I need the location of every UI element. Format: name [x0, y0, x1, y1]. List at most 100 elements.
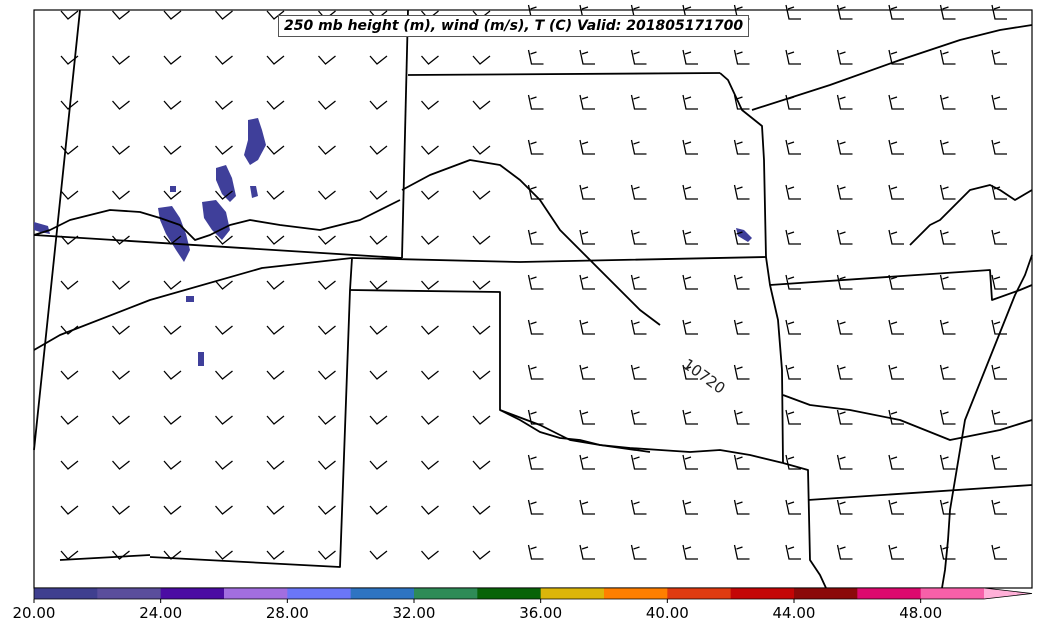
wind-barb [369, 55, 388, 65]
map-frame [33, 9, 1033, 589]
wind-barb [733, 319, 750, 335]
boundary-west-2 [59, 554, 151, 561]
wind-barb [527, 319, 544, 335]
wind-barb [733, 229, 750, 245]
wind-barb [527, 499, 544, 515]
wind-barb [888, 4, 904, 20]
wind-barb [369, 550, 388, 560]
wind-barb [733, 49, 750, 65]
wind-barb [836, 94, 853, 110]
wind-barb [733, 409, 750, 425]
wind-barb [630, 49, 647, 65]
boundary-ar-la [807, 484, 1033, 501]
wind-barb [836, 184, 853, 200]
wind-barb [112, 460, 130, 470]
wind-barb [682, 139, 698, 155]
wind-barb [785, 364, 801, 380]
wind-barb [682, 229, 698, 245]
colorbar-segment [350, 588, 415, 599]
wind-barb [266, 10, 285, 20]
wind-barb [369, 100, 388, 110]
wind-barb [630, 499, 647, 515]
wind-barb [527, 364, 544, 380]
wind-barb [939, 139, 956, 155]
wind-barb [60, 145, 79, 155]
wind-barb [888, 49, 904, 65]
wind-barb [163, 460, 182, 470]
wind-barb [318, 505, 336, 515]
wind-barb [112, 325, 130, 335]
wind-barb [579, 499, 595, 515]
wind-barb [733, 364, 750, 380]
wind-barb [733, 184, 750, 200]
wind-barb [836, 364, 853, 380]
wind-barb [630, 139, 647, 155]
colorbar-segment [97, 588, 162, 599]
wind-barb [939, 229, 956, 245]
wind-barb [579, 544, 595, 560]
wind-barb [421, 190, 439, 200]
wind-barb [836, 409, 853, 425]
wind-barb [527, 139, 544, 155]
river-mississippi [941, 254, 1033, 589]
colorbar-segment [477, 588, 542, 599]
wind-barb [836, 499, 853, 515]
wind-barb [630, 454, 647, 470]
map-title: 250 mb height (m), wind (m/s), T (C) Val… [278, 15, 750, 37]
wind-barb [527, 229, 544, 245]
wind-barb [527, 454, 544, 470]
wind-barb [421, 415, 439, 425]
wind-barb [112, 505, 130, 515]
wind-barb [991, 319, 1007, 335]
wind-barb [991, 4, 1007, 20]
colorbar-tick-label: 44.00 [773, 604, 816, 622]
colorbar [33, 587, 1033, 600]
wind-barb [369, 415, 388, 425]
colorbar-tick-label: 48.00 [899, 604, 942, 622]
wind-barb [369, 280, 388, 290]
wind-barb [318, 415, 336, 425]
wind-barb [472, 280, 491, 290]
wind-barb [60, 100, 79, 110]
wind-barb [266, 505, 285, 515]
wind-barb [939, 184, 956, 200]
wind-barb [579, 184, 595, 200]
colorbar-tick-label: 20.00 [13, 604, 56, 622]
wind-barb [112, 370, 130, 380]
wind-barb [215, 235, 233, 245]
wind-barb [682, 94, 698, 110]
boundary-ar-mid [782, 394, 1033, 441]
wind-barb [318, 55, 336, 65]
wind-barb [527, 274, 544, 290]
wind-barb [888, 184, 904, 200]
wind-barb [579, 454, 595, 470]
wind-barb [785, 544, 801, 560]
wind-barb [939, 49, 956, 65]
wind-barb [421, 460, 439, 470]
wind-barb [733, 499, 750, 515]
boundary-ks-north [407, 72, 721, 76]
wind-barb [266, 550, 285, 560]
wind-barb [991, 364, 1007, 380]
wind-barb [163, 415, 182, 425]
boundary-co-north [33, 234, 403, 259]
wind-barb [785, 184, 801, 200]
wind-barb [785, 499, 801, 515]
wind-barb [163, 145, 182, 155]
wind-barb [733, 454, 750, 470]
temperature-patch [202, 200, 230, 240]
wind-barb [888, 229, 904, 245]
wind-barb [939, 94, 956, 110]
wind-barb [472, 505, 491, 515]
wind-barb [112, 550, 130, 560]
wind-barb [318, 325, 336, 335]
wind-barb [318, 145, 336, 155]
wind-barb [266, 460, 285, 470]
wind-barb [215, 505, 233, 515]
boundary-co-south [33, 257, 353, 351]
wind-barb [785, 139, 801, 155]
wind-barb [836, 229, 853, 245]
wind-barb [472, 370, 491, 380]
wind-barb [112, 100, 130, 110]
